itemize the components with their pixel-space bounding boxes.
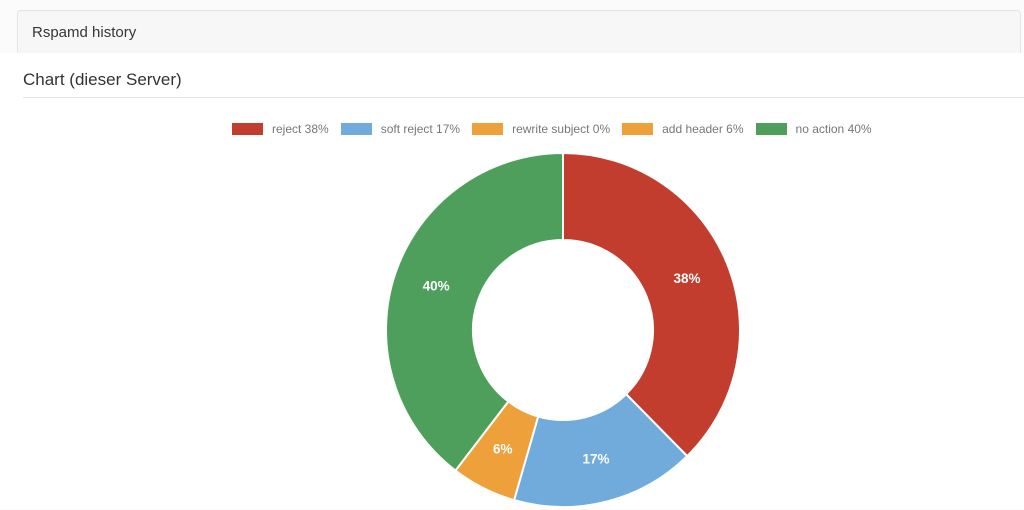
history-panel: Rspamd history [17,10,1021,55]
legend-item-no-action: no action 40% [755,122,872,136]
legend-label: rewrite subject 0% [512,122,611,136]
legend-swatch [232,123,263,135]
section-divider [23,97,1024,98]
slice-label-soft-reject: 17% [582,451,609,466]
legend-swatch [340,123,372,135]
donut-slice-no-action [385,151,564,472]
chart-section: Chart (dieser Server) reject 38% soft rej… [0,53,1024,509]
section-heading: Chart (dieser Server) [23,70,182,89]
legend-item-soft-reject: soft reject 17% [340,122,461,136]
legend-item-rewrite-subject: rewrite subject 0% [472,123,610,135]
legend-item-reject: reject 38% [232,123,329,135]
donut-chart: 38% 17% 6% 40% [385,151,741,508]
panel-title: Rspamd history [32,24,137,41]
slice-label-reject: 38% [673,271,700,286]
slice-label-no-action: 40% [423,279,450,294]
legend-label: add header 6% [662,122,744,136]
donut-slice-reject [562,151,741,458]
legend-label: no action 40% [795,122,872,136]
chart-area: reject 38% soft reject 17% rewrite subject… [0,98,1024,508]
legend-item-add-header: add header 6% [622,122,744,136]
slice-label-add-header: 6% [493,441,513,456]
legend-swatch [622,123,654,135]
legend-swatch [755,123,787,135]
legend-swatch [472,123,504,135]
chart-legend: reject 38% soft reject 17% rewrite subject… [232,123,884,135]
legend-label: reject 38% [272,122,329,136]
legend-label: soft reject 17% [380,122,461,136]
